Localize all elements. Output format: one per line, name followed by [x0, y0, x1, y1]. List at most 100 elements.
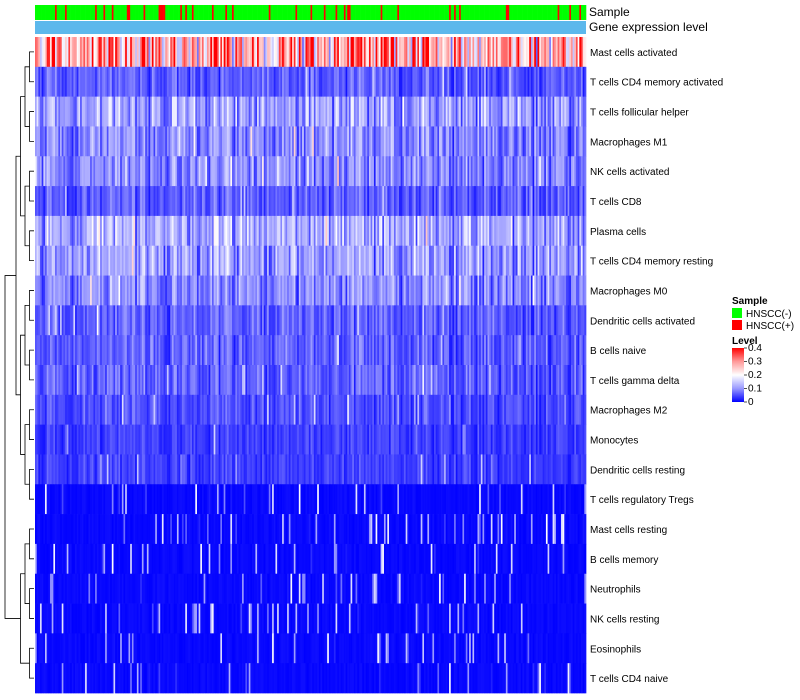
heatmap-cell [435, 305, 438, 336]
heatmap-cell [38, 394, 41, 425]
heatmap-cell [392, 96, 395, 127]
heatmap-cell [550, 126, 553, 157]
heatmap-cell [250, 245, 253, 276]
heatmap-cell [40, 394, 43, 425]
heatmap-cell [467, 215, 470, 247]
heatmap-cell [475, 37, 478, 68]
heatmap-cell [480, 245, 483, 276]
heatmap-cell [95, 365, 98, 396]
sample-annotation-cell [155, 5, 158, 20]
heatmap-cell [277, 245, 280, 276]
sample-annotation-cell [455, 5, 458, 20]
heatmap-cell [410, 215, 413, 247]
heatmap-cell [375, 245, 378, 276]
heatmap-cell [350, 335, 353, 366]
heatmap-cell [427, 186, 430, 217]
heatmap-cell [520, 275, 523, 306]
heatmap-cell [370, 305, 373, 336]
heatmap-cell [472, 96, 475, 127]
heatmap-cell [412, 275, 415, 306]
heatmap-cell [417, 424, 420, 455]
heatmap-cell [155, 424, 158, 455]
heatmap-cell [313, 66, 316, 97]
heatmap-cell [337, 365, 340, 396]
heatmap-cell [582, 126, 585, 157]
heatmap-cell [325, 275, 328, 306]
heatmap-cell [484, 126, 487, 157]
heatmap-cell [116, 394, 119, 425]
heatmap-cell [487, 186, 490, 217]
heatmap-cell [125, 424, 128, 455]
heatmap-cell [574, 186, 577, 217]
heatmap-cell [160, 186, 163, 217]
heatmap-cell [65, 37, 68, 68]
heatmap-cell [143, 37, 146, 68]
heatmap-cell [115, 245, 118, 276]
heatmap-cell [56, 186, 59, 217]
heatmap-cell [65, 186, 68, 217]
heatmap-cell [303, 156, 306, 187]
heatmap-cell [477, 126, 480, 157]
heatmap-cell [547, 245, 550, 276]
heatmap-cell [201, 215, 204, 247]
heatmap-cell [460, 186, 463, 217]
heatmap-cell [48, 275, 51, 306]
heatmap-cell [540, 66, 543, 97]
heatmap-cell [395, 394, 398, 425]
heatmap-cell [368, 37, 371, 68]
heatmap-cell [372, 275, 375, 306]
heatmap-cell [345, 215, 348, 247]
heatmap-cell [270, 335, 273, 366]
heatmap-cell [544, 365, 547, 396]
heatmap-cell [363, 335, 366, 366]
heatmap-cell [522, 305, 525, 336]
heatmap-cell [70, 37, 73, 68]
heatmap-cell [295, 335, 298, 366]
heatmap-cell [222, 305, 225, 336]
heatmap-cell [272, 156, 275, 187]
heatmap-cell [577, 126, 580, 157]
heatmap-cell [519, 186, 522, 217]
heatmap-cell [268, 215, 271, 247]
heatmap-cell [196, 37, 199, 68]
heatmap-cell [332, 96, 335, 127]
heatmap-cell [135, 305, 138, 336]
heatmap-cell [552, 305, 555, 336]
heatmap-cell [260, 186, 263, 217]
heatmap-cell [198, 215, 201, 247]
heatmap-cell [66, 156, 69, 187]
heatmap-cell [130, 275, 133, 306]
heatmap-cell [250, 424, 253, 455]
heatmap-cell [51, 156, 54, 187]
heatmap-cell [106, 37, 109, 68]
heatmap-cell [211, 335, 215, 366]
gene-expression-level-track [35, 21, 586, 34]
heatmap-cell [420, 66, 423, 97]
heatmap-cell [101, 96, 104, 127]
heatmap-cell [38, 245, 41, 276]
heatmap-cell [80, 394, 83, 425]
heatmap-cell [574, 245, 577, 276]
heatmap-cell [328, 365, 331, 396]
heatmap-cell [113, 245, 116, 276]
heatmap-cell [445, 424, 448, 455]
heatmap-cell [580, 394, 584, 425]
heatmap-cell [505, 335, 508, 366]
heatmap-cell [422, 37, 425, 68]
heatmap-cell [176, 37, 179, 68]
heatmap-cell [297, 335, 300, 366]
heatmap-cell [66, 305, 69, 336]
heatmap-cell [514, 96, 517, 127]
heatmap-cell [88, 215, 91, 247]
heatmap-cell [131, 394, 134, 425]
heatmap-cell [510, 66, 513, 97]
heatmap-cell [190, 365, 193, 396]
sample-annotation-cell [48, 5, 51, 20]
heatmap-cell [293, 96, 296, 127]
heatmap-cell [287, 305, 290, 336]
heatmap-cell [472, 424, 475, 455]
heatmap-cell [263, 365, 266, 396]
heatmap-cell [75, 156, 78, 187]
heatmap-cell [552, 365, 555, 396]
heatmap-cell [327, 66, 330, 97]
